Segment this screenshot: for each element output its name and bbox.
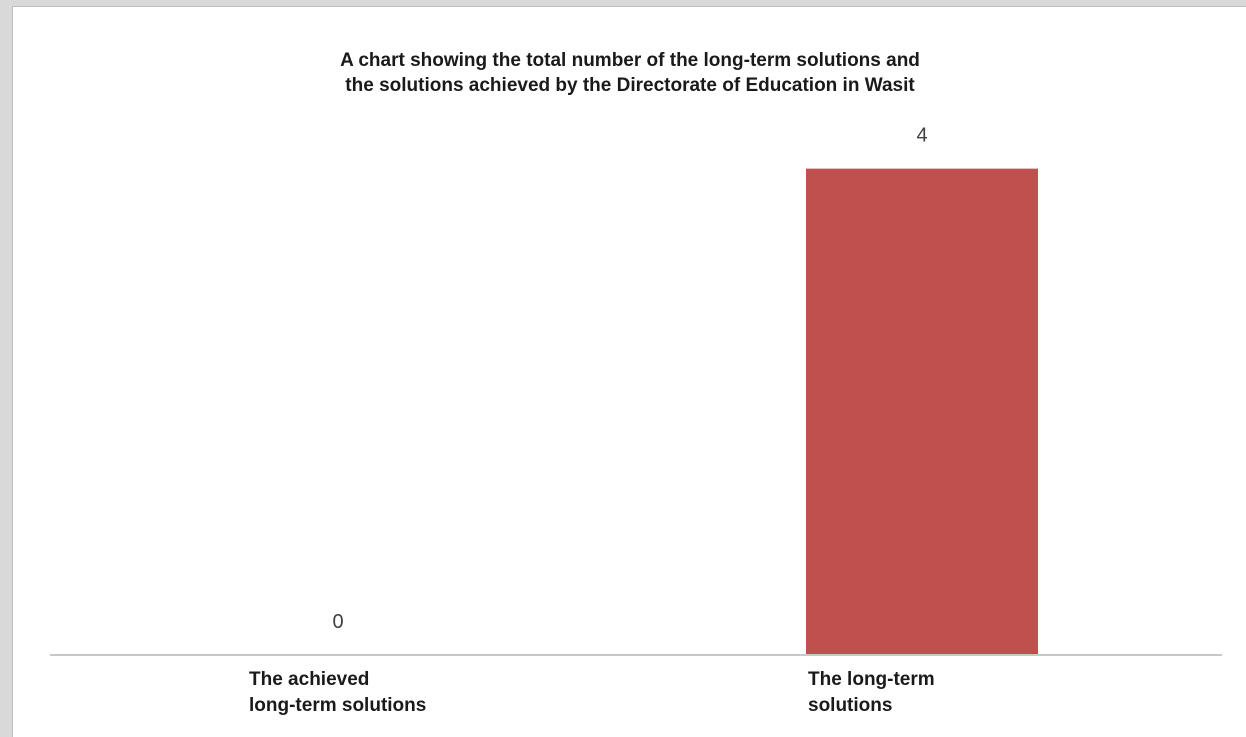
chart-area	[12, 6, 1246, 737]
data-label-0: 0	[332, 611, 343, 633]
chart-title: A chart showing the total number of the …	[340, 50, 920, 96]
data-label-1: 4	[916, 125, 927, 147]
bar-1	[806, 168, 1038, 656]
category-label-achieved: The achieved long-term solutions	[249, 669, 427, 716]
category-label-long-term: The long-term solutions	[808, 669, 935, 716]
